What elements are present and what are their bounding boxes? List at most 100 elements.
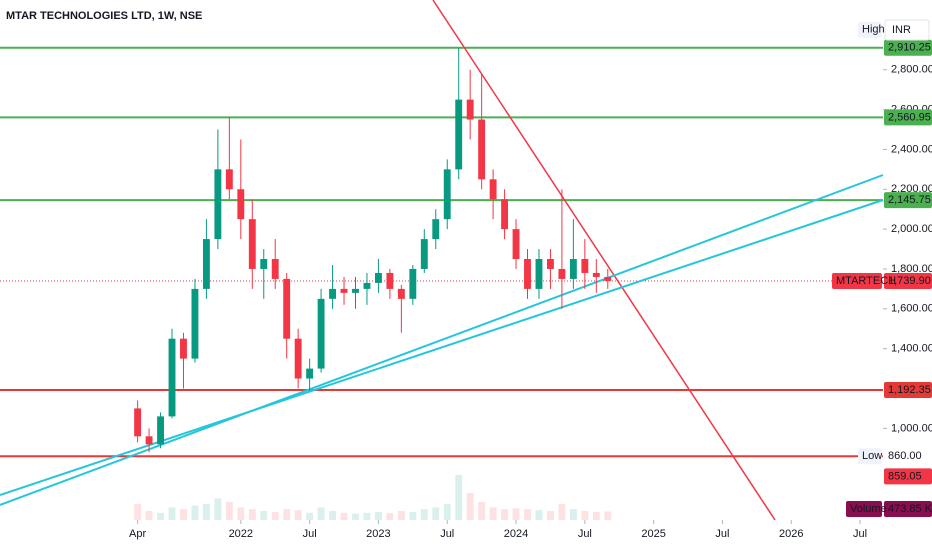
y-tick-label: 2,000.00	[891, 223, 932, 235]
candle-body	[329, 288, 336, 299]
level-label-box	[884, 448, 932, 465]
candle-body	[157, 416, 164, 445]
volume-bar	[306, 512, 314, 520]
level-tag-box	[858, 21, 882, 38]
x-tick-label: Jul	[578, 528, 592, 540]
volume-bar	[604, 511, 612, 520]
volume-value-box	[884, 501, 932, 517]
candle-body	[260, 259, 268, 269]
candle-body	[420, 239, 428, 269]
level-tag-box	[858, 448, 882, 465]
volume-bar	[340, 512, 348, 520]
y-tick-label: 2,800.00	[891, 64, 932, 76]
volume-bar	[283, 509, 291, 520]
levels-layer	[0, 46, 883, 458]
candle-body	[271, 259, 279, 279]
volume-bar	[225, 502, 233, 520]
level-label-box	[884, 109, 932, 126]
volume-bar	[271, 511, 279, 520]
volume-bar	[512, 508, 520, 520]
volume-bar	[363, 512, 371, 520]
candle-body	[340, 288, 348, 293]
volume-bar	[478, 502, 486, 520]
currency-box[interactable]	[884, 19, 930, 41]
volume-bar	[535, 510, 543, 520]
candle-body	[180, 338, 187, 359]
x-tick-label: 2025	[641, 528, 665, 540]
candle-body	[225, 169, 233, 190]
candle-body	[168, 338, 176, 417]
volume-bar	[191, 505, 199, 520]
volume-name: Volume	[850, 503, 887, 515]
candle-body	[214, 169, 222, 240]
candle-body	[512, 229, 520, 260]
last-price-label-box	[884, 272, 932, 289]
candle-body	[134, 408, 142, 437]
candle-body	[592, 272, 600, 277]
candle-body	[604, 276, 612, 281]
volume-bar	[134, 503, 142, 520]
volume-bar	[501, 509, 509, 520]
candle-body	[432, 219, 440, 240]
x-tick-label: 2023	[366, 528, 390, 540]
volume-bar	[214, 498, 222, 520]
y-tick-label: 1,600.00	[891, 303, 932, 315]
level-label-box	[884, 192, 932, 209]
volume-bar	[569, 509, 577, 520]
candle-body	[547, 259, 554, 269]
volume-bar	[443, 503, 451, 520]
candle-body	[466, 99, 474, 120]
level-label-box	[884, 382, 932, 399]
volume-bar	[466, 493, 474, 520]
candle-body	[191, 288, 199, 359]
volume-layer	[134, 475, 612, 520]
volume-bar	[237, 507, 245, 520]
x-tick-label: 2026	[779, 528, 803, 540]
level-label: 1,192.35	[888, 384, 931, 396]
volume-bar	[294, 510, 302, 520]
candle-body	[455, 99, 463, 170]
candle-body	[443, 169, 451, 220]
low-price-label-box	[884, 468, 932, 485]
level-label: 860.00	[888, 450, 922, 462]
candle-body	[202, 239, 210, 289]
volume-bar	[168, 507, 176, 520]
candle-body	[283, 278, 291, 339]
candle-body	[535, 259, 543, 289]
level-label-box	[884, 39, 932, 56]
candle-body	[524, 259, 531, 289]
volume-value: 473.85 K	[888, 503, 932, 515]
trendline	[432, 0, 776, 521]
volume-bar	[180, 509, 187, 520]
volume-bar	[420, 509, 428, 520]
candle-body	[397, 288, 405, 299]
volume-bar	[432, 507, 440, 520]
level-tag: High	[862, 24, 885, 36]
low-price-label: 859.05	[888, 470, 922, 482]
volume-bar	[157, 512, 164, 520]
trendline	[0, 174, 884, 506]
candle-body	[145, 436, 153, 445]
x-tick-label: Jul	[303, 528, 317, 540]
volume-bar	[592, 511, 600, 520]
x-tick-label: Jul	[853, 528, 867, 540]
y-tick-label: 2,400.00	[891, 143, 932, 155]
candle-body	[352, 288, 359, 293]
volume-bar	[489, 507, 497, 520]
volume-name-box	[846, 501, 882, 517]
volume-bar	[374, 511, 382, 520]
candle-body	[248, 219, 256, 269]
y-tick-label: 1,000.00	[891, 422, 932, 434]
volume-bar	[581, 511, 589, 520]
x-tick-label: Jul	[440, 528, 454, 540]
y-tick-label: 1,800.00	[891, 263, 932, 275]
candle-body	[409, 268, 417, 299]
candle-body	[294, 338, 302, 379]
candle-body	[569, 259, 577, 279]
volume-bar	[547, 511, 554, 520]
candle-body	[237, 189, 245, 220]
volume-bar	[202, 503, 210, 520]
y-tick-label: 1,400.00	[891, 343, 932, 355]
